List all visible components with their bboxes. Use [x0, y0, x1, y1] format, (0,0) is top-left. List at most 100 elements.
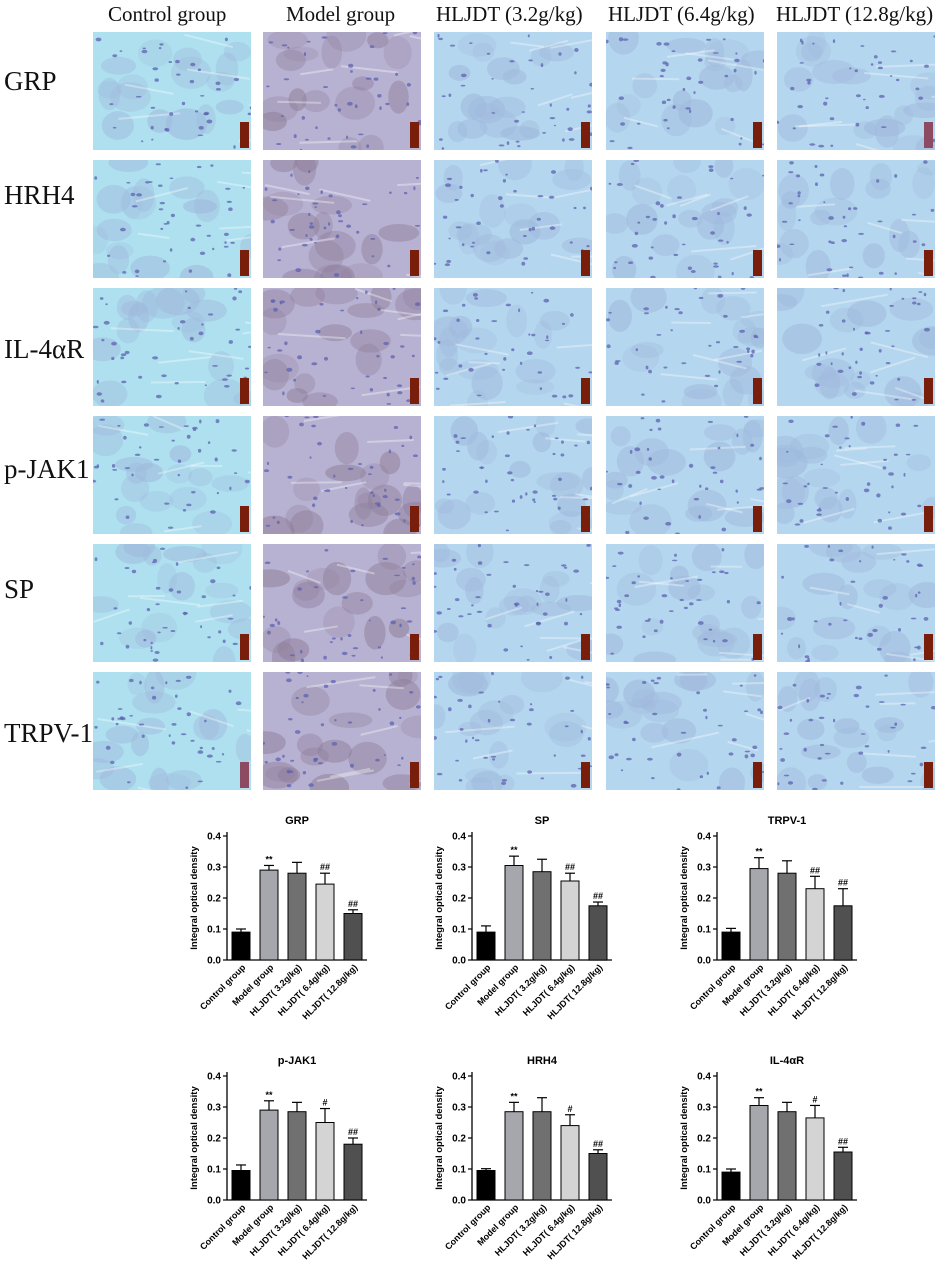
- y-tick-label: 0.1: [697, 925, 711, 936]
- row-label-hrh4: HRH4: [4, 180, 75, 211]
- significance-label: ##: [810, 865, 820, 875]
- micrograph-r5-c3: [606, 672, 764, 790]
- chart-title: HRH4: [527, 1055, 558, 1067]
- y-tick-label: 0.2: [207, 894, 221, 905]
- column-header-hljdt-6-4: HLJDT (6.4g/kg): [608, 2, 755, 27]
- bar: [260, 1110, 278, 1200]
- scale-bar: [753, 762, 762, 788]
- scale-bar: [753, 378, 762, 404]
- column-header-model: Model group: [286, 2, 395, 27]
- y-tick-label: 0.1: [452, 925, 466, 936]
- x-tick-label: HLJDT( 12.8g/kg): [300, 962, 359, 1021]
- x-tick-label: HLJDT( 3.2g/kg): [248, 1202, 304, 1258]
- scale-bar: [240, 378, 249, 404]
- chart-title: SP: [535, 815, 550, 827]
- y-tick-label: 0.0: [207, 956, 221, 967]
- y-tick-label: 0.1: [697, 1165, 711, 1176]
- x-tick-label: HLJDT( 12.8g/kg): [790, 962, 849, 1021]
- y-axis-label: Integral optical density: [434, 846, 445, 950]
- y-tick-label: 0.4: [697, 1072, 711, 1083]
- scale-bar: [240, 506, 249, 532]
- micrograph-r4-c4: [777, 544, 935, 662]
- x-tick-label: HLJDT( 3.2g/kg): [738, 1202, 794, 1258]
- significance-label: **: [265, 1090, 273, 1100]
- scale-bar: [410, 122, 419, 148]
- x-tick-label: HLJDT( 12.8g/kg): [300, 1202, 359, 1261]
- significance-label: ##: [348, 899, 358, 909]
- chart-title: p-JAK1: [278, 1055, 317, 1067]
- y-tick-label: 0.3: [697, 863, 711, 874]
- micrograph-r1-c4: [777, 160, 935, 278]
- micrograph-r5-c1: [263, 672, 421, 790]
- bar: [806, 1118, 824, 1200]
- y-tick-label: 0.2: [207, 1134, 221, 1145]
- scale-bar: [240, 634, 249, 660]
- scale-bar: [753, 634, 762, 660]
- significance-label: **: [265, 854, 273, 864]
- y-tick-label: 0.0: [697, 1196, 711, 1207]
- scale-bar: [240, 250, 249, 276]
- y-tick-label: 0.0: [452, 1196, 466, 1207]
- micrograph-r0-c0: [93, 32, 251, 150]
- y-axis-label: Integral optical density: [679, 846, 690, 950]
- bar: [232, 1171, 250, 1201]
- scale-bar: [581, 506, 590, 532]
- y-tick-label: 0.0: [452, 956, 466, 967]
- x-tick-label: HLJDT( 6.4g/kg): [521, 962, 577, 1018]
- bar: [561, 1126, 579, 1200]
- bar: [533, 1112, 551, 1200]
- y-tick-label: 0.2: [452, 894, 466, 905]
- micrograph-r4-c3: [606, 544, 764, 662]
- bar: [561, 881, 579, 960]
- bar: [260, 870, 278, 960]
- bar: [589, 1154, 607, 1201]
- scale-bar: [924, 122, 933, 148]
- micrograph-r1-c1: [263, 160, 421, 278]
- y-tick-label: 0.0: [207, 1196, 221, 1207]
- bar: [750, 869, 768, 960]
- y-tick-label: 0.2: [697, 1134, 711, 1145]
- y-tick-label: 0.4: [207, 832, 221, 843]
- significance-label: ##: [348, 1127, 358, 1137]
- chart-title: TRPV-1: [768, 815, 807, 827]
- bar: [477, 932, 495, 960]
- significance-label: **: [755, 847, 763, 857]
- y-tick-label: 0.1: [207, 925, 221, 936]
- scale-bar: [581, 122, 590, 148]
- scale-bar: [410, 762, 419, 788]
- bar: [288, 873, 306, 960]
- micrograph-r0-c4: [777, 32, 935, 150]
- y-tick-label: 0.1: [207, 1165, 221, 1176]
- scale-bar: [581, 378, 590, 404]
- scale-bar: [924, 634, 933, 660]
- y-tick-label: 0.3: [697, 1103, 711, 1114]
- scale-bar: [240, 122, 249, 148]
- significance-label: ##: [838, 1136, 848, 1146]
- micrograph-r5-c2: [434, 672, 592, 790]
- scale-bar: [240, 762, 249, 788]
- y-tick-label: 0.2: [452, 1134, 466, 1145]
- column-header-control: Control group: [108, 2, 226, 27]
- row-label-pjak1: p-JAK1: [4, 454, 90, 485]
- x-tick-label: HLJDT( 12.8g/kg): [790, 1202, 849, 1261]
- x-tick-label: HLJDT( 12.8g/kg): [545, 962, 604, 1021]
- row-label-il4ar: IL-4αR: [4, 334, 84, 365]
- x-tick-label: HLJDT( 6.4g/kg): [276, 1202, 332, 1258]
- micrograph-r3-c1: [263, 416, 421, 534]
- bar: [344, 914, 362, 961]
- scale-bar: [753, 506, 762, 532]
- y-tick-label: 0.3: [207, 863, 221, 874]
- significance-label: **: [510, 845, 518, 855]
- y-tick-label: 0.2: [697, 894, 711, 905]
- bar: [344, 1144, 362, 1200]
- micrograph-r2-c3: [606, 288, 764, 406]
- y-tick-label: 0.4: [452, 1072, 466, 1083]
- y-tick-label: 0.0: [697, 956, 711, 967]
- micrograph-r2-c1: [263, 288, 421, 406]
- scale-bar: [924, 378, 933, 404]
- row-label-grp: GRP: [4, 66, 57, 97]
- x-tick-label: HLJDT( 3.2g/kg): [493, 962, 549, 1018]
- scale-bar: [410, 250, 419, 276]
